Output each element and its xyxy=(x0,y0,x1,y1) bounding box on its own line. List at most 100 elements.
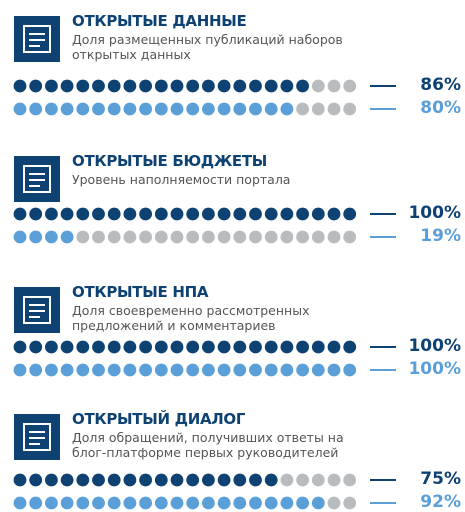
dot xyxy=(280,473,294,487)
dot xyxy=(343,496,357,510)
dot xyxy=(13,496,27,510)
percent-label: 92% xyxy=(420,492,461,512)
dot xyxy=(60,496,74,510)
dot xyxy=(123,207,137,221)
dot xyxy=(249,496,262,510)
dot xyxy=(92,102,105,116)
dot xyxy=(186,473,200,487)
dot xyxy=(233,363,247,377)
percent-label: 100% xyxy=(408,336,461,356)
dot xyxy=(45,340,58,354)
dot xyxy=(280,230,294,244)
dot xyxy=(76,363,90,377)
percent-label: 19% xyxy=(420,226,461,246)
dot xyxy=(264,230,278,244)
dot xyxy=(154,496,168,510)
dot xyxy=(154,79,168,93)
dot xyxy=(264,102,278,116)
dot xyxy=(45,230,58,244)
dot xyxy=(280,496,294,510)
dot xyxy=(123,496,137,510)
dot xyxy=(327,102,341,116)
dot xyxy=(107,230,121,244)
section-title: ОТКРЫТЫЕ НПА xyxy=(72,283,209,301)
dot xyxy=(60,473,74,487)
dot xyxy=(249,230,262,244)
dot xyxy=(123,363,137,377)
dot xyxy=(170,230,184,244)
dot xyxy=(13,79,27,93)
dot xyxy=(186,102,200,116)
dot xyxy=(311,102,325,116)
dot xyxy=(154,340,168,354)
dot xyxy=(154,207,168,221)
dot xyxy=(233,496,247,510)
dot xyxy=(327,340,341,354)
dot xyxy=(202,207,215,221)
dot xyxy=(29,473,43,487)
dot xyxy=(233,79,247,93)
dot xyxy=(311,473,325,487)
dot xyxy=(280,102,294,116)
dot xyxy=(76,102,90,116)
section-subtitle: Уровень наполняемости портала xyxy=(72,172,291,187)
dot xyxy=(123,340,137,354)
dot xyxy=(13,102,27,116)
dot xyxy=(296,230,309,244)
dot xyxy=(29,79,43,93)
dot xyxy=(76,207,90,221)
dot xyxy=(107,496,121,510)
dot xyxy=(327,496,341,510)
dot xyxy=(170,363,184,377)
dot xyxy=(92,363,105,377)
dot xyxy=(170,340,184,354)
dot xyxy=(264,207,278,221)
dot xyxy=(60,340,74,354)
dot xyxy=(45,473,58,487)
connector xyxy=(370,213,396,215)
dot xyxy=(186,496,200,510)
dot xyxy=(249,79,262,93)
section-icon xyxy=(14,414,60,460)
dot xyxy=(139,473,153,487)
dot xyxy=(154,102,168,116)
dot xyxy=(202,102,215,116)
dot xyxy=(311,79,325,93)
dot xyxy=(280,207,294,221)
dot xyxy=(202,340,215,354)
dot xyxy=(233,340,247,354)
dot xyxy=(139,363,153,377)
dot xyxy=(296,363,309,377)
connector xyxy=(370,85,396,87)
dot xyxy=(60,363,74,377)
dot xyxy=(202,473,215,487)
dot xyxy=(29,363,43,377)
dot xyxy=(327,79,341,93)
dot xyxy=(327,207,341,221)
icon-glyph xyxy=(23,296,51,324)
dot xyxy=(264,79,278,93)
dot xyxy=(92,473,105,487)
dot xyxy=(280,363,294,377)
icon-glyph xyxy=(23,423,51,451)
section-icon xyxy=(14,16,60,62)
dot xyxy=(249,473,262,487)
dot xyxy=(202,363,215,377)
dot xyxy=(107,102,121,116)
dot xyxy=(186,363,200,377)
dot xyxy=(202,230,215,244)
dot xyxy=(186,207,200,221)
dot xyxy=(107,473,121,487)
dot xyxy=(29,230,43,244)
dot xyxy=(29,207,43,221)
dot xyxy=(296,207,309,221)
dot xyxy=(154,230,168,244)
dot xyxy=(343,207,357,221)
dot xyxy=(60,230,74,244)
dot xyxy=(170,79,184,93)
dot xyxy=(139,496,153,510)
dot xyxy=(123,230,137,244)
dot xyxy=(327,230,341,244)
dot xyxy=(123,102,137,116)
